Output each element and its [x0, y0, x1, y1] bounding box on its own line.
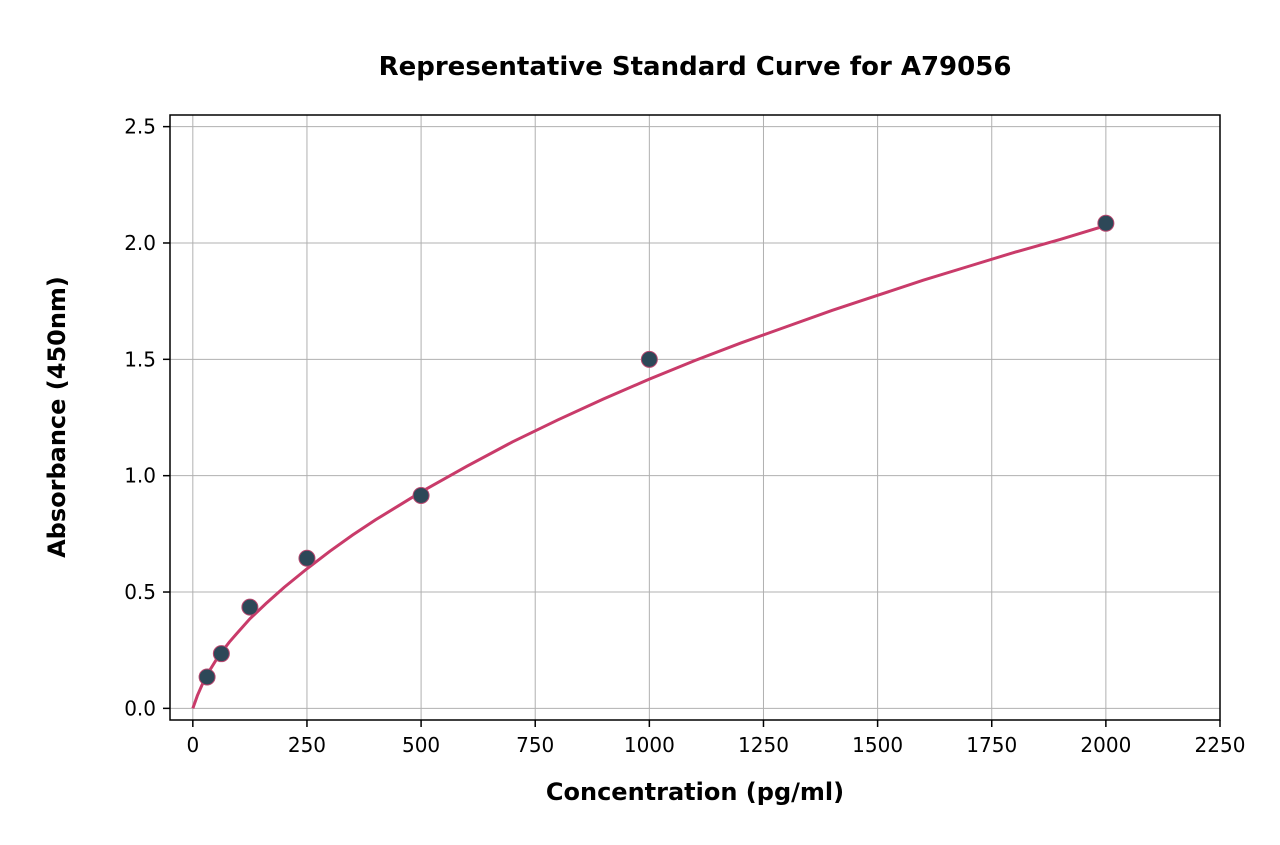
x-tick-label: 1500	[852, 733, 903, 757]
x-tick-label: 1750	[966, 733, 1017, 757]
x-tick-label: 0	[186, 733, 199, 757]
x-tick-label: 750	[516, 733, 554, 757]
y-ticks: 0.0 0.5 1.0 1.5 2.0 2.5	[124, 115, 170, 721]
y-tick-label: 0.5	[124, 580, 156, 604]
chart-container: Representative Standard Curve for A79056…	[0, 0, 1280, 845]
x-tick-label: 250	[288, 733, 326, 757]
y-tick-label: 1.5	[124, 347, 156, 371]
y-axis-label: Absorbance (450nm)	[43, 276, 71, 558]
scatter-points	[199, 215, 1114, 685]
x-tick-label: 1250	[738, 733, 789, 757]
chart-title: Representative Standard Curve for A79056	[379, 52, 1012, 82]
data-point	[1098, 215, 1114, 231]
x-tick-label: 2250	[1195, 733, 1246, 757]
data-point	[242, 599, 258, 615]
data-point	[199, 669, 215, 685]
data-point	[641, 351, 657, 367]
y-tick-label: 2.5	[124, 115, 156, 139]
y-tick-label: 0.0	[124, 696, 156, 720]
data-point	[213, 646, 229, 662]
x-axis-label: Concentration (pg/ml)	[546, 778, 844, 806]
grid-lines	[170, 115, 1220, 720]
standard-curve-chart: Representative Standard Curve for A79056…	[0, 0, 1280, 845]
y-tick-label: 2.0	[124, 231, 156, 255]
x-tick-label: 1000	[624, 733, 675, 757]
x-ticks: 0 250 500 750 1000 1250 1500 1750 2000 2250	[186, 720, 1245, 757]
data-point	[299, 550, 315, 566]
x-tick-label: 500	[402, 733, 440, 757]
x-tick-label: 2000	[1080, 733, 1131, 757]
data-point	[413, 487, 429, 503]
y-tick-label: 1.0	[124, 464, 156, 488]
plot-frame	[170, 115, 1220, 720]
